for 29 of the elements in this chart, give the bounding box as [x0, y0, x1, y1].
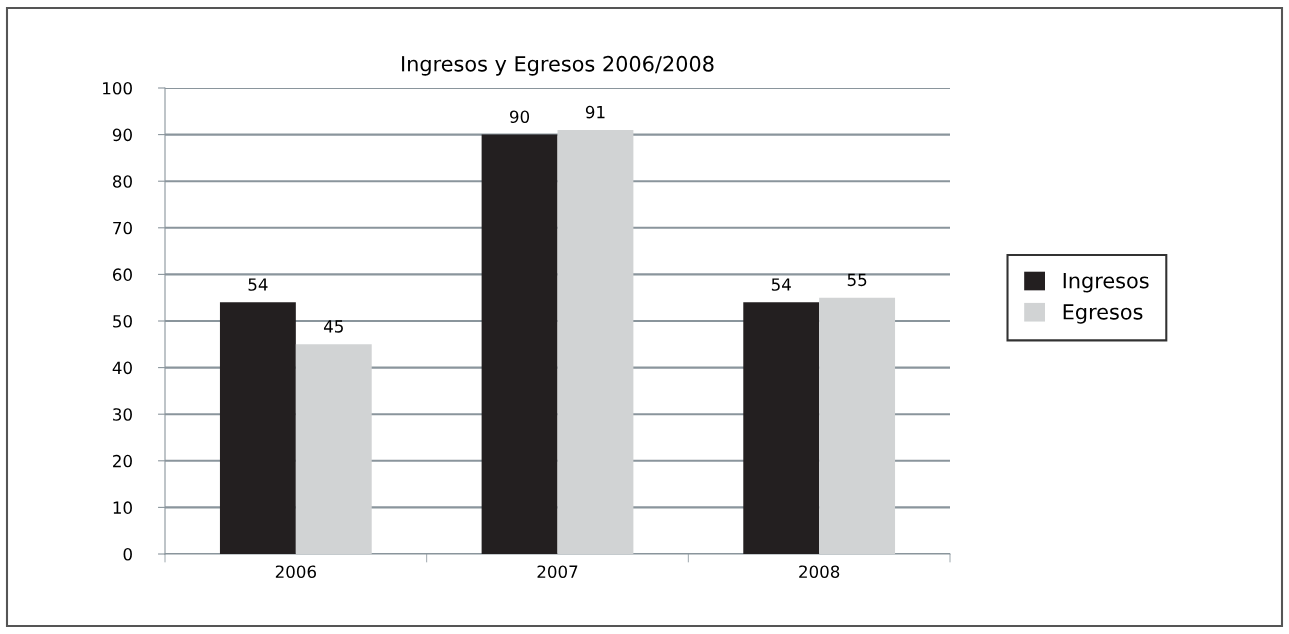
legend-label: Ingresos	[1063, 272, 1149, 293]
bar	[819, 297, 896, 554]
y-tick-label: 40	[112, 361, 132, 375]
data-label: 55	[847, 273, 867, 287]
y-tick-label: 20	[113, 454, 132, 468]
x-tick-label: 2007	[537, 565, 578, 579]
y-tick-label: 0	[123, 547, 132, 561]
y-tick-label: 10	[113, 501, 132, 514]
data-label: 54	[248, 278, 268, 291]
bar	[557, 129, 634, 554]
y-tick-label: 80	[112, 175, 132, 188]
chart-title: Ingresos y Egresos 2006/2008	[402, 55, 714, 76]
x-tick-label: 2006	[275, 565, 316, 579]
data-label: 45	[323, 320, 343, 333]
data-label: 91	[585, 105, 605, 119]
bar	[743, 302, 820, 554]
y-tick-label: 90	[112, 128, 132, 142]
legend-label: Egresos	[1063, 304, 1143, 324]
bar	[219, 302, 296, 554]
data-label: 54	[771, 278, 791, 291]
y-tick-label: 30	[113, 408, 132, 421]
bar	[481, 134, 558, 554]
y-tick-label: 50	[113, 314, 132, 328]
data-label: 90	[510, 110, 530, 124]
y-tick-label: 100	[103, 81, 132, 95]
y-tick-label: 60	[113, 268, 132, 281]
y-tick-label: 70	[113, 221, 132, 235]
x-tick-label: 2008	[799, 565, 840, 579]
bar	[295, 344, 372, 554]
